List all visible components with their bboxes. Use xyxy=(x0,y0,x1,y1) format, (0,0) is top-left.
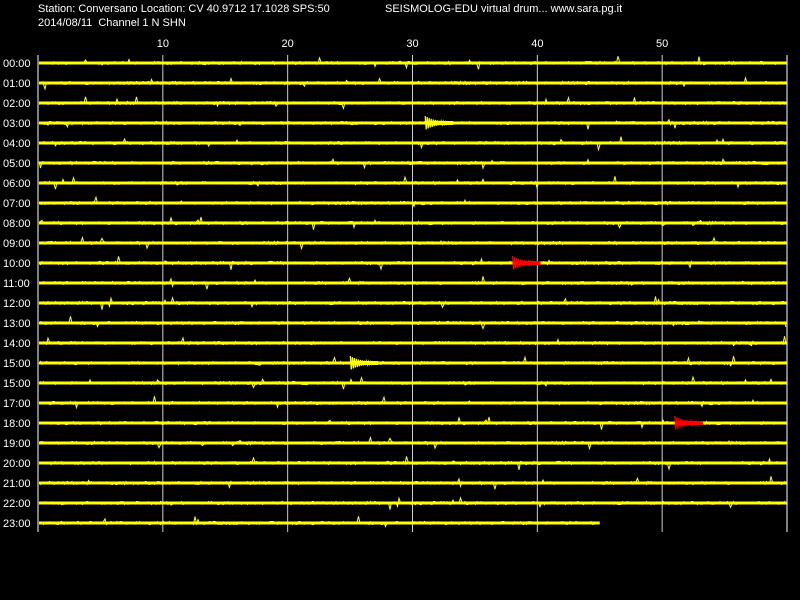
minute-tick-label: 50 xyxy=(656,38,668,50)
hour-row-label: 23:00 xyxy=(3,518,31,530)
hour-row-label: 21:00 xyxy=(3,478,31,490)
minute-tick-label: 30 xyxy=(406,38,418,50)
hour-row-label: 02:00 xyxy=(3,98,31,110)
hour-row-label: 11:00 xyxy=(3,278,30,290)
station-info: Station: Conversano Location: CV 40.9712… xyxy=(38,3,330,15)
hour-row-label: 18:00 xyxy=(3,418,31,430)
hour-row-label: 03:00 xyxy=(3,118,31,130)
hour-row-label: 15:00 xyxy=(3,378,31,390)
minute-tick-label: 10 xyxy=(157,38,169,50)
hour-row-label: 20:00 xyxy=(3,458,31,470)
hour-row-label: 10:00 xyxy=(3,258,31,270)
date-channel-info: 2014/08/11 Channel 1 N SHN xyxy=(38,17,186,29)
hour-row-label: 14:00 xyxy=(3,338,31,350)
hour-row-label: 05:00 xyxy=(3,158,31,170)
hour-row-label: 17:00 xyxy=(3,398,31,410)
hour-row-label: 12:00 xyxy=(3,298,31,310)
minute-tick-label: 20 xyxy=(282,38,294,50)
hour-row-label: 06:00 xyxy=(3,178,31,190)
hour-row-label: 09:00 xyxy=(3,238,31,250)
brand-info: SEISMOLOG-EDU virtual drum... www.sara.p… xyxy=(385,3,623,15)
hour-row-label: 15:00 xyxy=(3,358,31,370)
hour-row-label: 13:00 xyxy=(3,318,31,330)
minute-tick-label: 40 xyxy=(531,38,543,50)
hour-row-label: 04:00 xyxy=(3,138,31,150)
hour-row-label: 19:00 xyxy=(3,438,31,450)
hour-row-label: 08:00 xyxy=(3,218,31,230)
hour-row-label: 00:00 xyxy=(3,58,31,70)
trace-row xyxy=(38,516,599,528)
hour-row-label: 07:00 xyxy=(3,198,31,210)
hour-row-label: 01:00 xyxy=(3,78,31,90)
hour-row-label: 22:00 xyxy=(3,498,31,510)
